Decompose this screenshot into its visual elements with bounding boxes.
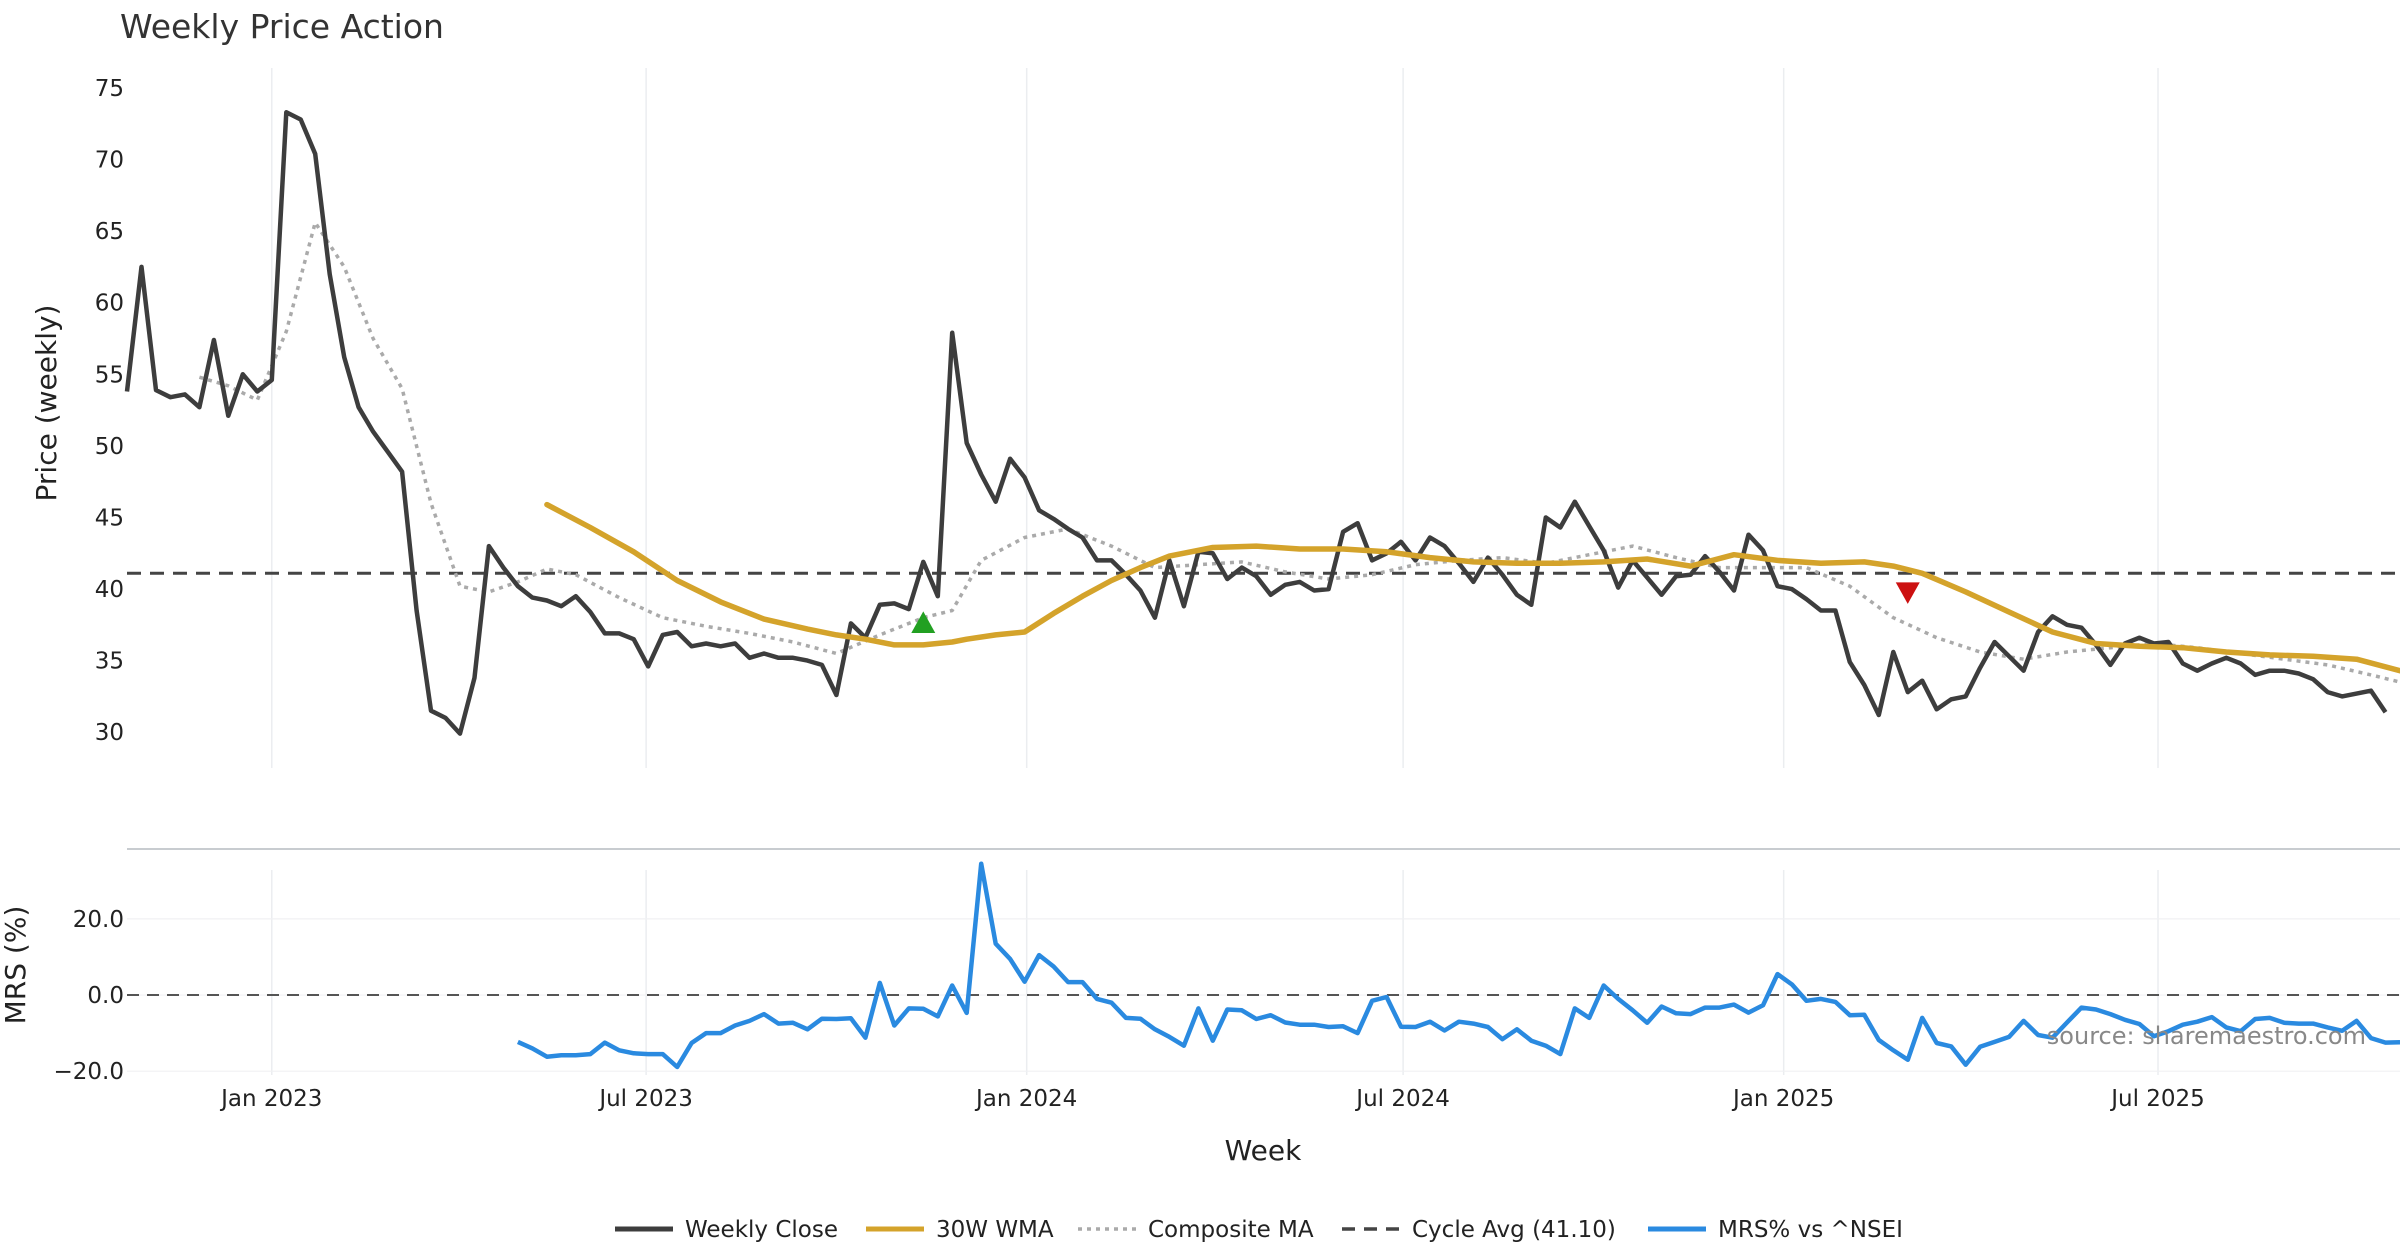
legend-label: Cycle Avg (41.10) (1412, 1217, 1616, 1243)
price-y-tick-label: 40 (95, 577, 124, 603)
price-y-axis-label: Price (weekly) (30, 305, 63, 502)
mrs-y-ticks: 20.0 0.0 −20.0 (54, 907, 124, 1085)
price-series (124, 110, 2400, 736)
price-y-tick-label: 55 (95, 362, 124, 388)
watermark: source: sharemaestro.com (2047, 1022, 2366, 1050)
x-tick-label: Jan 2025 (1731, 1086, 1834, 1112)
price-y-tick-label: 60 (95, 291, 124, 317)
price-y-tick-label: 75 (95, 76, 124, 102)
legend-label: Weekly Close (685, 1217, 838, 1243)
x-tick-label: Jul 2025 (2109, 1086, 2205, 1112)
price-y-tick-label: 30 (95, 720, 124, 746)
price-y-ticks: 30 35 40 45 50 55 60 65 70 75 (95, 76, 124, 746)
x-tick-label: Jul 2024 (1354, 1086, 1450, 1112)
weekly-close-line (124, 110, 2388, 736)
wma-30w-line (544, 501, 2400, 674)
buy-signal-marker (911, 611, 936, 634)
x-ticks: Jan 2023 Jul 2023 Jan 2024 Jul 2024 Jan 2025… (219, 1086, 2205, 1112)
legend-label: MRS% vs ^NSEI (1718, 1217, 1903, 1243)
price-y-tick-label: 50 (95, 434, 124, 460)
mrs-gridlines (127, 870, 2400, 1075)
price-gridlines (271, 68, 2159, 768)
legend-label: 30W WMA (936, 1217, 1054, 1243)
chart-title: Weekly Price Action (120, 7, 444, 46)
mrs-y-axis-label: MRS (%) (0, 906, 32, 1025)
mrs-y-tick-label: 20.0 (73, 907, 124, 933)
price-y-tick-label: 35 (95, 649, 124, 675)
mrs-y-tick-label: −20.0 (54, 1059, 124, 1085)
composite-ma-line (198, 220, 2400, 684)
price-y-tick-label: 45 (95, 505, 124, 531)
x-tick-label: Jan 2024 (974, 1086, 1077, 1112)
legend-label: Composite MA (1148, 1217, 1314, 1243)
price-y-tick-label: 70 (95, 148, 124, 174)
mrs-series (127, 861, 2400, 1070)
x-tick-label: Jul 2023 (597, 1086, 693, 1112)
price-y-tick-label: 65 (95, 219, 124, 245)
sell-signal-marker (1895, 582, 1920, 604)
mrs-y-tick-label: 0.0 (87, 983, 124, 1009)
x-axis-label: Week (1225, 1134, 1302, 1167)
x-tick-label: Jan 2023 (219, 1086, 322, 1112)
mrs-line (516, 861, 2400, 1070)
legend: Weekly Close 30W WMA Composite MA Cycle Avg… (615, 1217, 1903, 1243)
